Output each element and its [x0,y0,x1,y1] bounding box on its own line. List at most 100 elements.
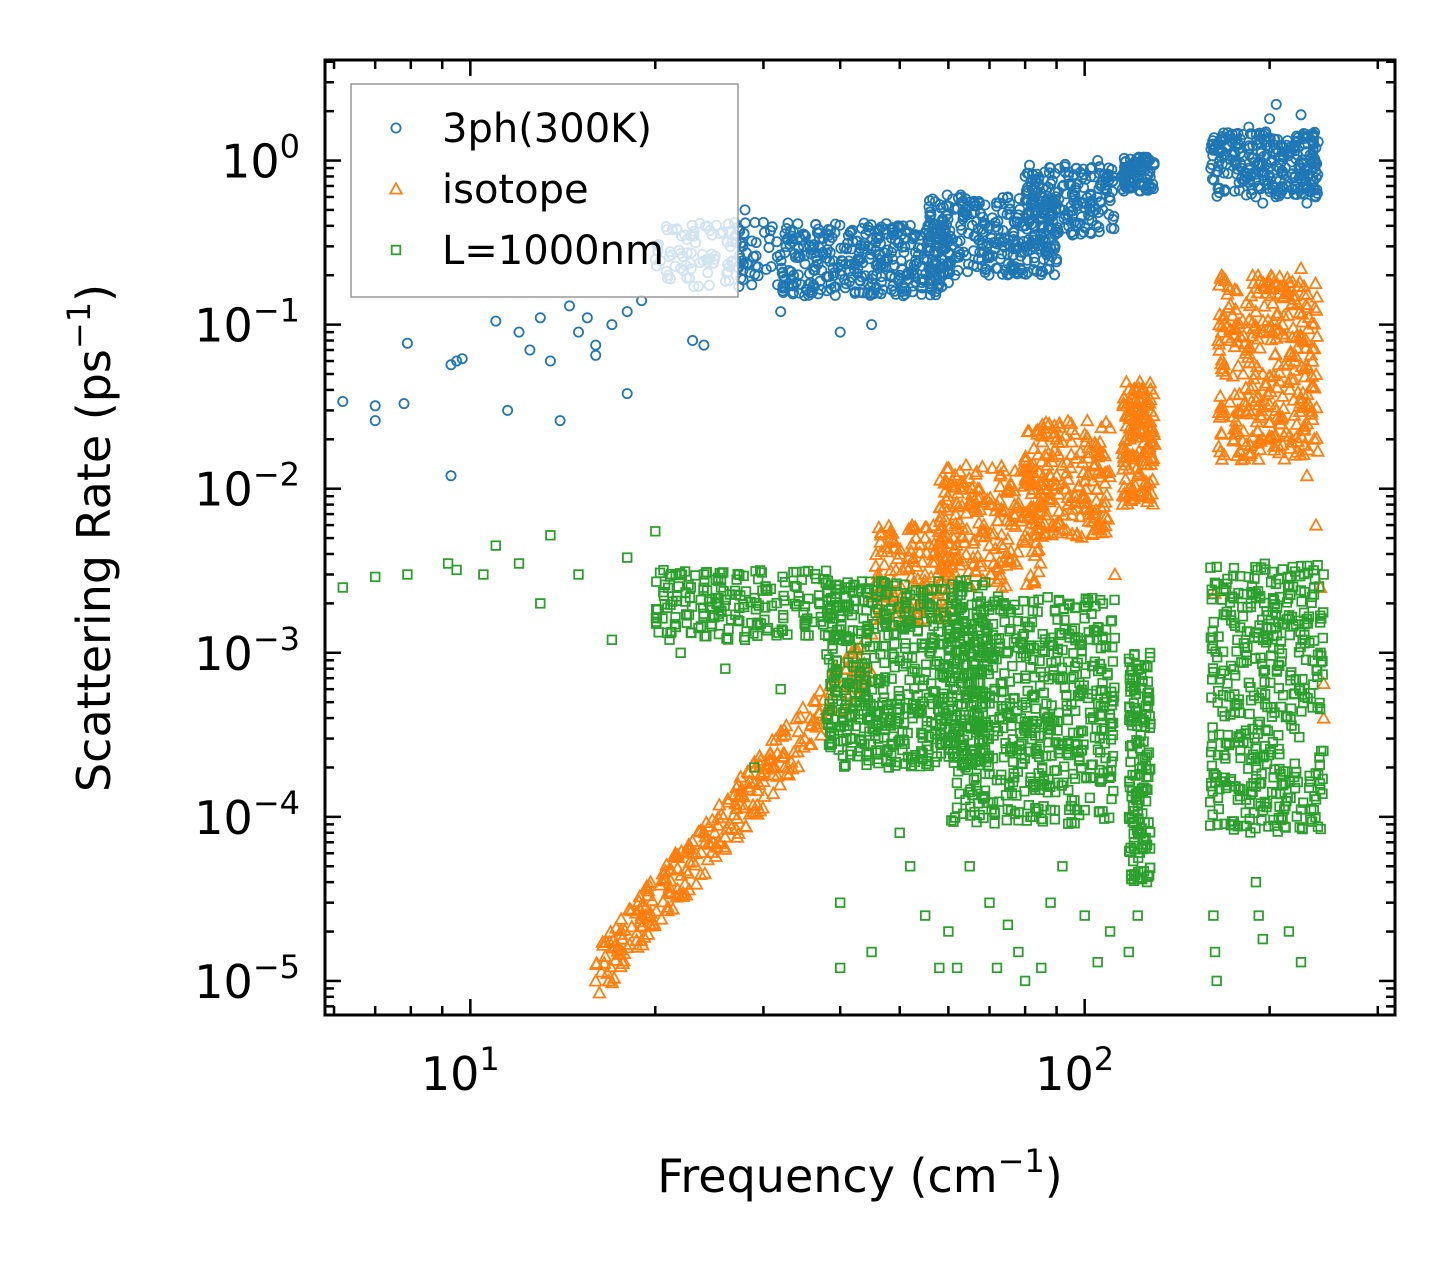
data-point [1007,734,1019,745]
data-point [1255,145,1267,157]
data-point [1129,681,1141,692]
data-point [1258,285,1274,299]
data-point [954,235,966,247]
data-point [1070,705,1081,717]
data-point [1211,561,1222,573]
data-point [931,656,943,667]
data-point [490,540,502,551]
data-point [868,558,884,572]
data-point [1116,395,1131,409]
data-point [805,277,817,289]
data-point [863,755,874,766]
data-point [1314,697,1325,709]
data-point [787,225,799,237]
data-point [639,887,655,901]
data-point [925,554,940,568]
data-point [1275,139,1287,151]
data-point [956,581,967,592]
data-point [1041,751,1052,762]
data-point [786,744,802,758]
data-point [1017,527,1033,541]
data-point [1240,725,1252,736]
data-point [1087,772,1099,784]
data-point [1210,769,1221,781]
data-point [1116,390,1132,404]
data-point [893,736,904,747]
data-point [977,580,988,591]
data-point [981,660,993,672]
data-point [1295,561,1307,572]
data-point [1138,736,1149,747]
data-point [1215,668,1227,679]
data-point [821,252,833,264]
data-point [1001,815,1013,826]
data-point [1020,268,1032,280]
data-point [604,975,620,989]
data-point [840,592,851,603]
data-point [676,569,688,581]
data-point [833,744,844,755]
data-point [1263,332,1279,346]
data-point [848,603,860,615]
data-point [1064,632,1075,643]
data-point [956,601,968,613]
data-point [951,962,963,974]
data-point [1019,170,1031,182]
data-point [1134,394,1149,408]
data-point [621,902,637,916]
data-point [723,634,734,645]
data-point [1212,183,1224,195]
data-point [891,578,902,589]
data-point [883,562,899,577]
data-point [825,278,837,290]
data-point [613,926,629,940]
data-point [789,580,801,592]
data-point [1115,496,1131,510]
data-point [1079,429,1095,443]
data-point [1144,647,1156,659]
data-point [588,973,604,987]
data-point [824,739,836,750]
data-point [757,788,772,802]
x-tick-labels: 101 102 [421,1040,1114,1101]
data-point [1079,910,1090,921]
x-axis-title-text: Frequency (cm [657,1149,997,1203]
data-point [912,536,928,551]
data-point [924,599,936,610]
data-point [1120,156,1132,168]
data-point [1034,453,1049,468]
data-point [1288,689,1300,700]
data-point [1267,736,1279,748]
data-point [1017,631,1028,642]
data-point [1245,267,1261,282]
data-point [608,920,624,934]
data-point [1305,814,1316,825]
data-point [1136,873,1147,884]
data-point [958,709,970,721]
data-point [940,488,956,502]
data-point [1004,779,1015,791]
data-point [1017,452,1033,466]
data-point [1106,615,1118,626]
data-point [1041,416,1057,430]
data-point [914,674,925,685]
data-point [942,552,958,566]
data-point [966,532,982,546]
data-point [681,836,697,850]
data-point [1092,622,1104,633]
data-point [727,796,743,810]
data-point [1206,594,1217,605]
data-point [1271,602,1283,614]
data-point [661,862,677,876]
data-point [1035,468,1051,483]
data-point [886,673,897,684]
data-point [875,674,886,686]
data-point [777,571,788,583]
data-point [654,873,670,887]
data-point [992,492,1007,506]
data-point [1105,616,1117,627]
data-point [600,965,615,979]
data-point [919,545,934,559]
data-point [1063,804,1075,816]
data-point [402,569,413,580]
